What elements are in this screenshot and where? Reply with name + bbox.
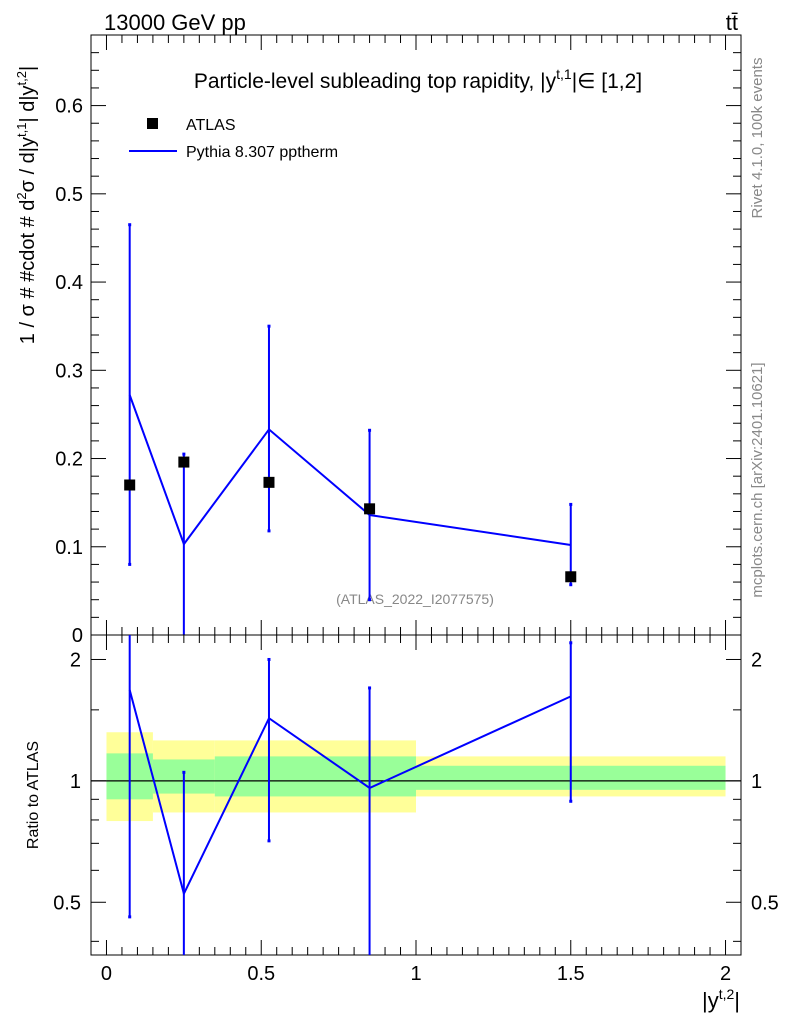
legend-atlas-label: ATLAS xyxy=(186,117,236,134)
ratio-y-tick-label-right: 0.5 xyxy=(751,892,779,914)
ratio-panel: 0.5 0.5 1 1 2 2 0 0.5 1 1.5 2 Ratio to ATLAS |yt,… xyxy=(25,634,779,1013)
ratio-uncertainty-bands xyxy=(91,732,741,822)
ratio-y-tick-label: 1 xyxy=(70,771,81,793)
ratio-y-tick-label: 2 xyxy=(70,649,81,671)
x-tick-label: 0 xyxy=(101,963,112,985)
legend-atlas-marker xyxy=(147,118,158,129)
ratio-y-tick-label: 0.5 xyxy=(53,892,81,914)
atlas-data-point xyxy=(263,476,275,488)
legend: ATLAS Pythia 8.307 pptherm xyxy=(129,117,338,161)
atlas-data-point xyxy=(565,571,577,583)
ratio-band-green xyxy=(214,756,416,797)
main-y-tick-label: 0.4 xyxy=(55,272,83,294)
main-y-tick-label: 0.3 xyxy=(55,360,83,382)
main-x-axis-ticks xyxy=(90,35,742,635)
atlas-data-point xyxy=(364,503,376,515)
atlas-data-point xyxy=(124,479,136,491)
analysis-watermark: (ATLAS_2022_I2077575) xyxy=(336,591,494,607)
main-y-tick-label: 0.5 xyxy=(55,184,83,206)
mcplots-label: mcplots.cern.ch [arXiv:2401.10621] xyxy=(749,362,766,597)
energy-label: 13000 GeV pp xyxy=(104,10,246,35)
atlas-data-point xyxy=(178,456,190,468)
main-y-tick-label: 0.6 xyxy=(55,96,83,118)
mc-series-line xyxy=(128,394,571,547)
legend-pythia-label: Pythia 8.307 pptherm xyxy=(186,144,338,161)
x-tick-label: 2 xyxy=(720,963,731,985)
x-axis-label: |yt,2| xyxy=(702,986,740,1013)
main-y-tick-label: 0 xyxy=(72,625,83,647)
ratio-y-tick-label-right: 1 xyxy=(751,771,762,793)
main-plot-area xyxy=(124,223,577,635)
ratio-plot-area xyxy=(128,635,573,955)
rivet-version-label: Rivet 4.1.0, 100k events xyxy=(749,58,766,219)
ratio-y-axis: 0.5 0.5 1 1 2 2 xyxy=(53,649,779,942)
ratio-y-tick-label-right: 2 xyxy=(751,649,762,671)
chart-title: Particle-level subleading top rapidity, … xyxy=(194,66,642,93)
main-y-tick-label: 0.1 xyxy=(55,537,83,559)
process-label: tt̄ xyxy=(726,10,738,35)
main-y-label: 1 / σ # #cdot # d2σ / d|yt,1| d|yt,2| xyxy=(14,66,39,344)
main-y-axis: 0 0.1 0.2 0.3 0.4 0.5 0.6 xyxy=(55,52,741,647)
x-tick-label: 1 xyxy=(410,963,421,985)
main-panel: 0 0.1 0.2 0.3 0.4 0.5 0.6 Particle-level suble… xyxy=(14,34,742,647)
x-tick-label: 0.5 xyxy=(247,963,275,985)
main-y-tick-label: 0.2 xyxy=(55,449,83,471)
x-tick-label: 1.5 xyxy=(557,963,585,985)
ratio-series-line xyxy=(128,689,572,897)
ratio-y-label: Ratio to ATLAS xyxy=(25,741,42,849)
